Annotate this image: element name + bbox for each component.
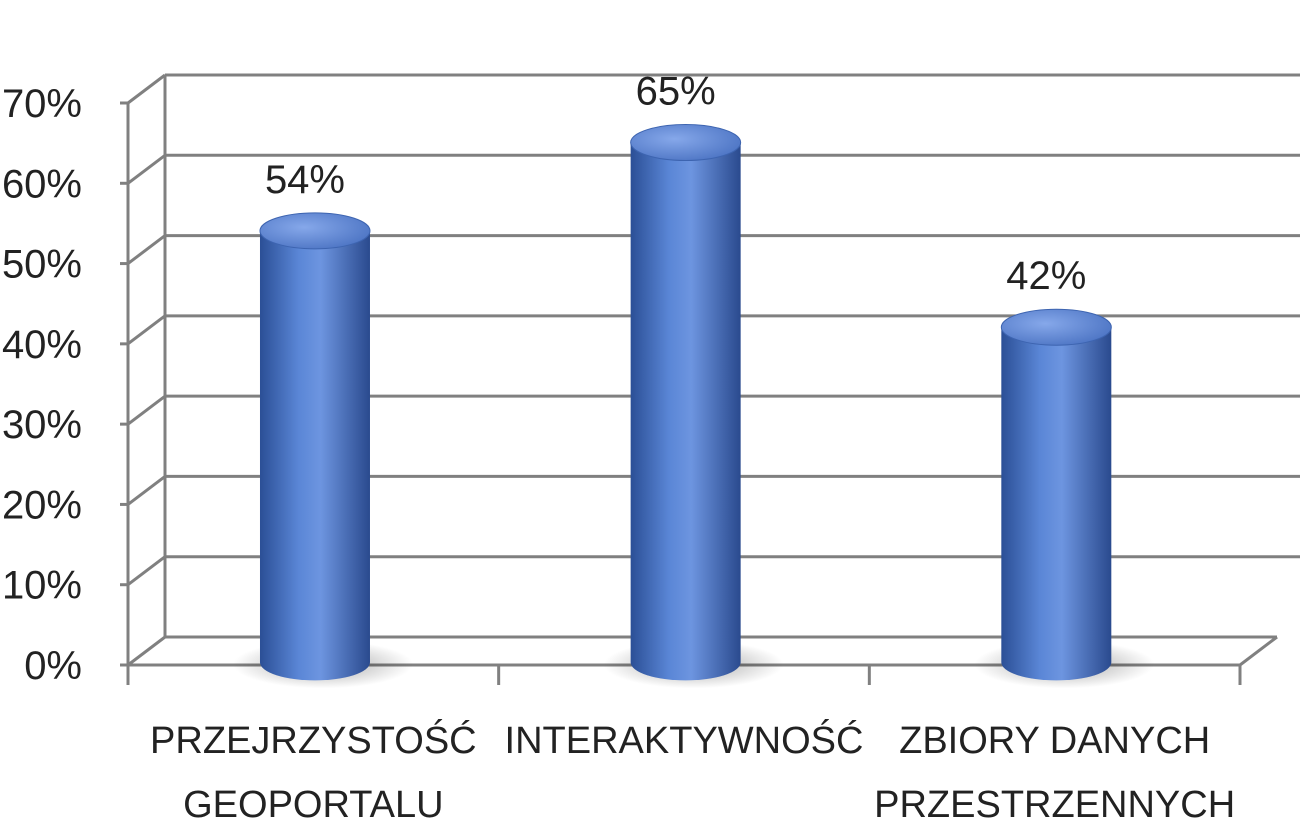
category-label: PRZEJRZYSTOŚĆ GEOPORTALU bbox=[150, 717, 477, 826]
bar bbox=[974, 308, 1155, 689]
bars bbox=[232, 124, 1155, 689]
gridline bbox=[127, 73, 1300, 105]
y-tick-label: 60% bbox=[2, 162, 82, 206]
bar-body bbox=[630, 142, 741, 681]
y-tick-label: 50% bbox=[2, 243, 82, 287]
category-label: ZBIORY DANYCH PRZESTRZENNYCH bbox=[874, 720, 1235, 826]
data-label: 65% bbox=[636, 70, 716, 114]
y-tick-label: 70% bbox=[2, 82, 82, 126]
category-label: INTERAKTYWNOŚĆ bbox=[505, 717, 864, 762]
data-label: 42% bbox=[1006, 254, 1086, 298]
bar-top bbox=[1000, 308, 1112, 346]
y-tick-label: 10% bbox=[2, 564, 82, 608]
y-axis-tick-labels: 0% 10% 20% 30% 40% 50% 60% 70% bbox=[2, 82, 128, 688]
bar-top bbox=[259, 212, 371, 250]
y-tick-label: 40% bbox=[2, 323, 82, 367]
bar bbox=[603, 124, 784, 689]
y-tick-label: 20% bbox=[2, 483, 82, 527]
bar-body bbox=[1001, 327, 1112, 681]
y-tick-label: 0% bbox=[24, 644, 82, 688]
bar-top bbox=[630, 124, 742, 162]
data-label: 54% bbox=[265, 158, 345, 202]
y-tick-label: 30% bbox=[2, 403, 82, 447]
bar bbox=[232, 212, 413, 689]
data-labels: 54% 65% 42% bbox=[265, 70, 1086, 299]
category-labels: PRZEJRZYSTOŚĆ GEOPORTALU INTERAKTYWNOŚĆ ZBI… bbox=[150, 717, 1235, 826]
bar-body bbox=[259, 230, 370, 681]
